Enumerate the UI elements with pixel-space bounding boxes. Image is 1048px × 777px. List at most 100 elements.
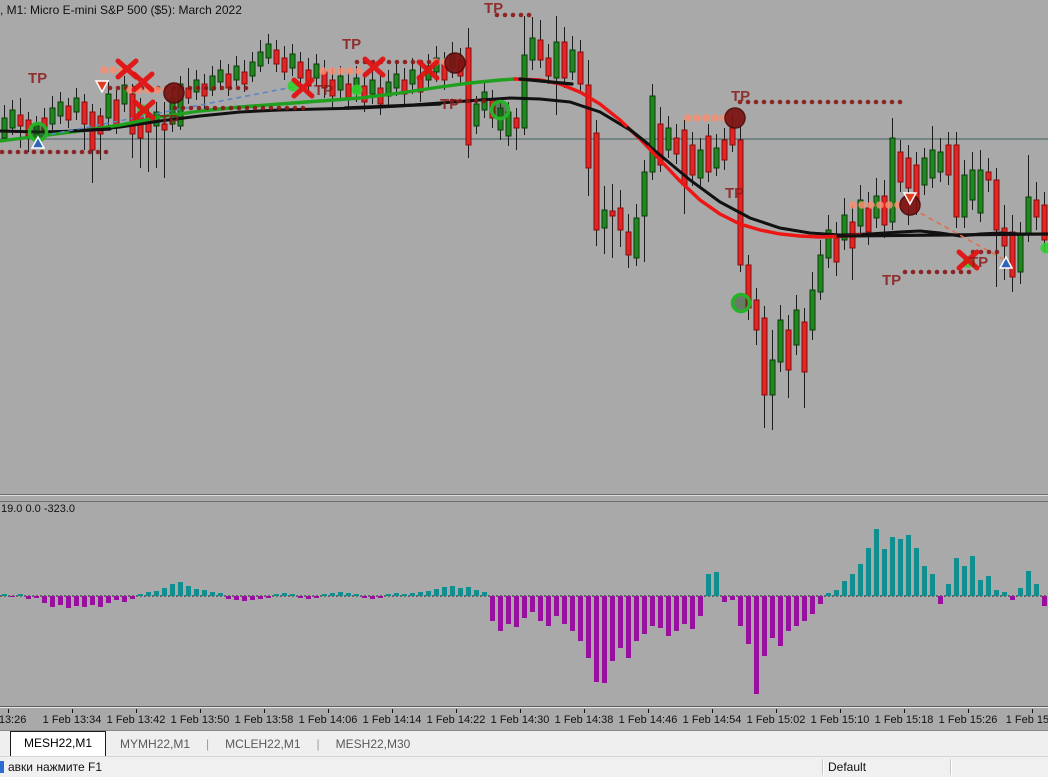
candle-body xyxy=(865,207,872,233)
histogram-bar xyxy=(426,591,431,597)
green-dot-marker xyxy=(1040,242,1048,254)
histogram-bar xyxy=(2,594,7,597)
candle-body xyxy=(1009,231,1016,278)
histogram-indicator-canvas[interactable] xyxy=(0,502,1048,706)
histogram-bar xyxy=(498,596,503,632)
histogram-bar xyxy=(546,596,551,627)
histogram-bar xyxy=(802,596,807,622)
histogram-bar xyxy=(682,596,687,625)
histogram-bar xyxy=(738,596,743,627)
candle-body xyxy=(9,109,16,129)
entry-circle-marker[interactable] xyxy=(163,82,185,104)
histogram-bar xyxy=(338,592,343,597)
tab-mcleh22-m1[interactable]: MCLEH22,M1 xyxy=(225,737,301,752)
candle-body xyxy=(705,135,712,173)
tp-dotted-line-dot xyxy=(7,149,13,155)
tp-label: TP xyxy=(882,272,901,289)
indicator-subwindow[interactable]: 19.0 0.0 -323.0 xyxy=(0,502,1048,707)
tp-dotted-line-dot xyxy=(897,99,903,105)
tab-mymh22-m1[interactable]: MYMH22,M1 xyxy=(120,737,191,752)
closed-trade-x-icon xyxy=(291,77,315,99)
tp-dotted-line-dot xyxy=(95,149,101,155)
time-axis-label: 1 Feb 14:54 xyxy=(682,714,742,727)
histogram-bar xyxy=(946,584,951,597)
histogram-bar xyxy=(434,589,439,597)
time-axis-label: 1 Feb 15:18 xyxy=(874,714,934,727)
tp-dotted-line-dot xyxy=(873,99,879,105)
tp-dotted-line-dot xyxy=(481,98,487,104)
histogram-bar xyxy=(410,593,415,597)
tp-dotted-line-dot xyxy=(284,105,290,111)
time-tick xyxy=(520,709,521,714)
pane-separator[interactable] xyxy=(0,494,1048,503)
tp-dotted-line-dot xyxy=(510,12,516,18)
histogram-bar xyxy=(314,596,319,599)
tp-dotted-line-dot xyxy=(268,105,274,111)
buy-circle-marker[interactable] xyxy=(489,99,511,121)
candle-body xyxy=(841,214,848,241)
tp-dotted-line-dot xyxy=(354,59,360,65)
histogram-bar xyxy=(970,556,975,597)
tp-dotted-line-dot xyxy=(426,59,432,65)
histogram-bar xyxy=(938,596,943,605)
histogram-bar xyxy=(42,596,47,604)
histogram-bar xyxy=(226,596,231,600)
candle-body xyxy=(777,319,784,363)
candle-body xyxy=(257,51,264,67)
tp-dotted-line-dot xyxy=(753,99,759,105)
tp-dotted-line-dot xyxy=(79,149,85,155)
chart-title: , M1: Micro E-mini S&P 500 ($5): March 2… xyxy=(0,3,242,17)
time-axis-label: 1 Feb 14:14 xyxy=(362,714,422,727)
candle-body xyxy=(369,79,376,95)
signal-orange-dot xyxy=(109,66,117,74)
entry-circle-marker[interactable] xyxy=(724,107,746,129)
candle-body xyxy=(465,47,472,146)
trade-connector-line xyxy=(41,85,299,137)
buy-circle-marker[interactable] xyxy=(730,292,752,314)
tp-dotted-line-dot xyxy=(87,149,93,155)
histogram-bar xyxy=(346,593,351,597)
time-tick xyxy=(328,709,329,714)
tp-label: TP xyxy=(731,88,750,105)
tp-dotted-line-dot xyxy=(252,105,258,111)
histogram-bar xyxy=(650,596,655,627)
tp-dotted-line-dot xyxy=(986,249,992,255)
tp-dotted-line-dot xyxy=(857,99,863,105)
tp-dotted-line-dot xyxy=(785,99,791,105)
histogram-bar xyxy=(754,596,759,695)
slow-ma-line xyxy=(0,96,1048,238)
tp-dotted-line-dot xyxy=(402,59,408,65)
profile-label[interactable]: Default xyxy=(828,760,867,775)
time-tick xyxy=(72,709,73,714)
entry-circle-marker[interactable] xyxy=(444,52,466,74)
histogram-bar xyxy=(74,596,79,607)
candlestick-chart-canvas[interactable]: TP TP TP TP TP TP TP TP TP TP xyxy=(0,0,1048,494)
candle-body xyxy=(593,132,600,231)
candle-body xyxy=(513,117,520,129)
time-axis[interactable]: b 13:26 1 Feb 13:34 1 Feb 13:42 1 Feb 13:50… xyxy=(0,706,1048,731)
time-tick xyxy=(392,709,393,714)
candle-body xyxy=(161,123,168,131)
candle-body xyxy=(881,195,888,226)
histogram-bar xyxy=(674,596,679,632)
histogram-bar xyxy=(610,596,615,662)
candle-body xyxy=(953,144,960,218)
signal-orange-dot xyxy=(328,67,336,75)
time-tick xyxy=(840,709,841,714)
histogram-bar xyxy=(258,596,263,600)
histogram-bar xyxy=(330,593,335,597)
tab-mesh22-m30[interactable]: MESH22,M30 xyxy=(335,737,411,752)
tp-dotted-line-dot xyxy=(902,269,908,275)
tp-dotted-line-dot xyxy=(204,105,210,111)
signal-orange-dot xyxy=(693,114,701,122)
candle-body xyxy=(329,79,336,97)
histogram-bar xyxy=(66,596,71,609)
time-axis-label: 1 Feb 15:26 xyxy=(938,714,998,727)
tab-mesh22-m1[interactable]: MESH22,M1 xyxy=(10,731,107,757)
status-help-text: авки нажмите F1 xyxy=(8,760,102,775)
candle-body xyxy=(249,61,256,77)
histogram-bar xyxy=(850,574,855,597)
tp-dotted-line-dot xyxy=(212,105,218,111)
price-chart-pane[interactable]: , M1: Micro E-mini S&P 500 ($5): March 2… xyxy=(0,0,1048,495)
histogram-bar xyxy=(506,596,511,625)
